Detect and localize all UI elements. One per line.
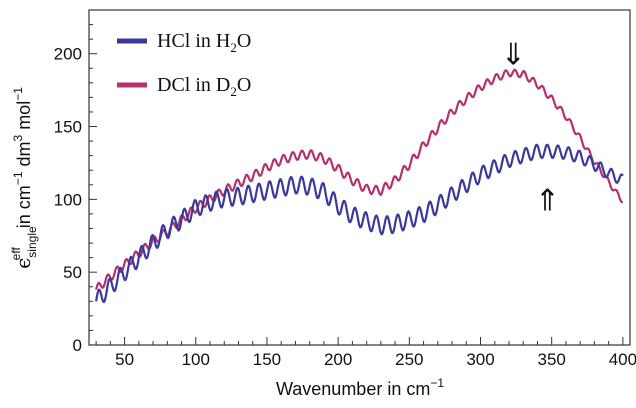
x-tick-label: 150 — [253, 350, 281, 369]
x-axis-ticks: 50 100 150 200 250 300 350 400 — [95, 337, 636, 369]
x-axis-label: Wavenumber in cm−1 — [276, 376, 444, 399]
x-tick-label: 350 — [538, 350, 566, 369]
series-layer — [95, 68, 624, 304]
legend-label: DCl in D2O — [157, 74, 251, 99]
x-tick-label: 400 — [609, 350, 636, 369]
x-tick-label: 200 — [324, 350, 352, 369]
plot-frame — [88, 9, 631, 346]
annotation-arrow: ⇑ — [535, 183, 560, 218]
y-tick-label: 200 — [54, 45, 82, 64]
y-tick-label: 100 — [54, 190, 82, 209]
x-tick-label: 50 — [115, 350, 134, 369]
series-line-1 — [95, 68, 624, 290]
x-tick-label: 250 — [395, 350, 423, 369]
arrow-layer: ⇓⇑ — [501, 38, 560, 219]
legend-label: HCl in H2O — [157, 30, 251, 55]
y-tick-label: 0 — [73, 336, 82, 355]
y-tick-label: 50 — [63, 263, 82, 282]
annotation-arrow: ⇓ — [501, 38, 526, 73]
y-tick-label: 150 — [54, 118, 82, 137]
x-tick-label: 100 — [182, 350, 210, 369]
series-line-0 — [95, 143, 624, 304]
y-axis-label: ϵsingleeff in cm−1 dm3 mol−1 — [9, 87, 39, 269]
legend: HCl in H2O DCl in D2O — [117, 30, 251, 99]
y-axis-ticks: 0 50 100 150 200 — [54, 24, 97, 355]
x-tick-label: 300 — [466, 350, 494, 369]
